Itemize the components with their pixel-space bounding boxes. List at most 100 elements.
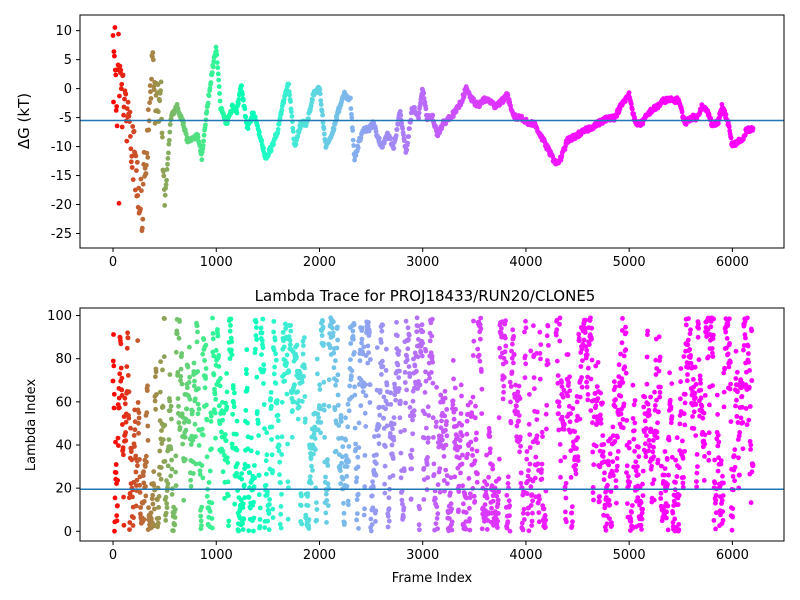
lambda-point xyxy=(127,491,133,496)
lambda-point xyxy=(720,509,726,514)
lambda-point xyxy=(470,394,476,400)
lambda-point xyxy=(426,435,431,441)
lambda-point xyxy=(495,501,501,507)
lambda-point xyxy=(696,321,701,327)
lambda-point xyxy=(652,403,658,408)
lambda-point xyxy=(252,475,257,481)
lambda-point xyxy=(136,430,142,436)
lambda-point xyxy=(164,501,170,506)
lambda-point xyxy=(666,472,671,478)
lambda-point xyxy=(367,400,373,405)
delta-g-point xyxy=(243,114,249,120)
lambda-point xyxy=(501,356,507,361)
lambda-point xyxy=(184,406,190,412)
lambda-point xyxy=(595,421,600,426)
lambda-point xyxy=(339,460,344,466)
lambda-point xyxy=(143,484,148,489)
lambda-point xyxy=(318,405,323,411)
lambda-point xyxy=(391,415,397,420)
lambda-point xyxy=(490,462,495,468)
lambda-point xyxy=(335,372,341,378)
lambda-point xyxy=(736,455,741,461)
lambda-point xyxy=(255,450,260,456)
lambda-point xyxy=(203,342,209,348)
lambda-point xyxy=(698,395,704,401)
lambda-point xyxy=(682,422,688,428)
lambda-point xyxy=(331,365,337,371)
lambda-point xyxy=(748,442,754,448)
lambda-point xyxy=(639,516,645,522)
lambda-point xyxy=(630,503,635,508)
lambda-point xyxy=(591,497,596,503)
lambda-point xyxy=(469,446,475,452)
lambda-point xyxy=(693,395,698,401)
delta-g-point xyxy=(144,150,150,156)
lambda-point xyxy=(561,387,567,393)
lambda-point xyxy=(638,522,644,528)
delta-g-point xyxy=(310,97,315,103)
lambda-point xyxy=(135,338,141,343)
lambda-point xyxy=(417,506,422,512)
lambda-point xyxy=(706,457,712,463)
lambda-point xyxy=(278,525,284,531)
lambda-point xyxy=(702,454,707,459)
lambda-point xyxy=(219,429,224,435)
lambda-point xyxy=(125,373,131,378)
lambda-point xyxy=(117,405,122,411)
lambda-point xyxy=(516,418,521,424)
lambda-point xyxy=(526,528,532,534)
lambda-point xyxy=(216,364,222,369)
lambda-point xyxy=(665,527,671,533)
delta-g-point xyxy=(167,122,173,127)
lambda-point xyxy=(682,449,687,454)
delta-g-point xyxy=(124,138,130,144)
lambda-point xyxy=(734,397,739,403)
lambda-point xyxy=(199,463,205,468)
lambda-point xyxy=(352,425,358,431)
lambda-point xyxy=(544,426,549,432)
lambda-point xyxy=(383,368,389,373)
lambda-point xyxy=(356,526,361,531)
delta-g-point xyxy=(380,144,385,150)
y-tick-label: 100 xyxy=(47,309,72,324)
delta-g-point xyxy=(213,44,219,50)
lambda-point xyxy=(467,516,472,522)
delta-g-point xyxy=(271,142,276,147)
lambda-point xyxy=(699,403,705,409)
lambda-point xyxy=(738,377,744,383)
lambda-point xyxy=(275,434,280,440)
delta-g-point xyxy=(138,176,144,182)
lambda-point xyxy=(344,473,350,479)
lambda-point xyxy=(242,466,247,471)
lambda-point xyxy=(380,364,386,369)
lambda-point xyxy=(577,394,583,400)
lambda-point xyxy=(148,510,154,516)
lambda-point xyxy=(115,503,120,509)
y-tick-label: -25 xyxy=(51,227,72,242)
lambda-point xyxy=(668,420,674,426)
lambda-point xyxy=(710,336,716,342)
lambda-point xyxy=(579,346,585,352)
lambda-point xyxy=(299,493,304,499)
lambda-point xyxy=(224,389,230,395)
lambda-point xyxy=(278,511,284,517)
lambda-point xyxy=(598,416,604,422)
lambda-point xyxy=(402,427,407,433)
lambda-point xyxy=(324,498,330,503)
lambda-point xyxy=(193,461,199,467)
lambda-point xyxy=(467,495,473,501)
lambda-point xyxy=(225,479,231,485)
lambda-point xyxy=(166,437,172,442)
lambda-point xyxy=(693,382,699,387)
lambda-point xyxy=(292,382,297,388)
lambda-point xyxy=(563,495,569,501)
lambda-point xyxy=(605,482,610,488)
lambda-point xyxy=(277,459,283,465)
lambda-point xyxy=(434,504,440,510)
lambda-point xyxy=(241,482,247,488)
lambda-point xyxy=(369,522,375,527)
x-tick-label: 0 xyxy=(109,255,117,270)
lambda-point xyxy=(575,454,581,460)
lambda-point xyxy=(409,466,415,472)
lambda-point xyxy=(354,517,359,523)
